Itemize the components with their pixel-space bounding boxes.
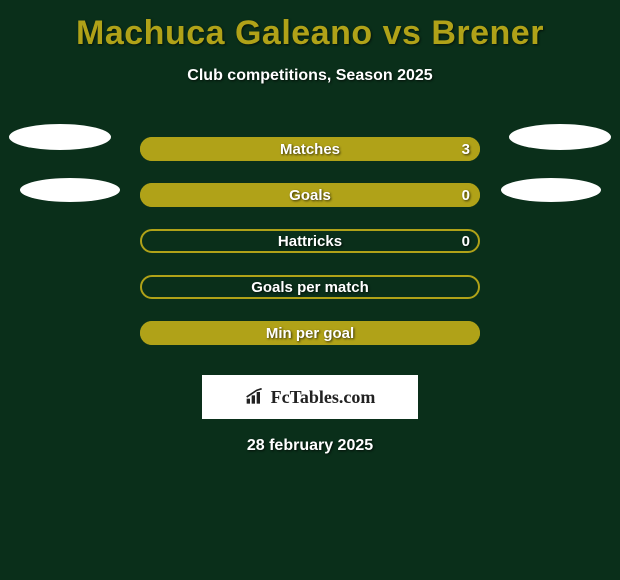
stat-bar: Hattricks 0 bbox=[140, 229, 480, 253]
stat-label: Min per goal bbox=[140, 321, 480, 345]
stat-row-goals-per-match: Goals per match bbox=[0, 265, 620, 311]
footer-date: 28 february 2025 bbox=[0, 437, 620, 455]
watermark: FcTables.com bbox=[202, 375, 418, 419]
stat-label: Matches bbox=[140, 137, 480, 161]
stat-row-hattricks: Hattricks 0 bbox=[0, 219, 620, 265]
stat-row-min-per-goal: Min per goal bbox=[0, 311, 620, 357]
stat-label: Goals bbox=[140, 183, 480, 207]
stat-right-value: 0 bbox=[462, 183, 470, 207]
stat-row-matches: Matches 3 bbox=[0, 127, 620, 173]
stat-right-value: 3 bbox=[462, 137, 470, 161]
watermark-text: FcTables.com bbox=[271, 387, 376, 408]
stat-bar: Goals per match bbox=[140, 275, 480, 299]
stat-row-goals: Goals 0 bbox=[0, 173, 620, 219]
page-subtitle: Club competitions, Season 2025 bbox=[0, 67, 620, 85]
stat-label: Goals per match bbox=[140, 275, 480, 299]
stat-bar: Min per goal bbox=[140, 321, 480, 345]
page-title: Machuca Galeano vs Brener bbox=[0, 0, 620, 53]
stat-right-value: 0 bbox=[462, 229, 470, 253]
stat-bar: Goals 0 bbox=[140, 183, 480, 207]
bar-chart-icon bbox=[245, 388, 265, 406]
stats-block: Matches 3 Goals 0 Hattricks 0 Goals per … bbox=[0, 127, 620, 357]
stat-bar: Matches 3 bbox=[140, 137, 480, 161]
stat-label: Hattricks bbox=[140, 229, 480, 253]
